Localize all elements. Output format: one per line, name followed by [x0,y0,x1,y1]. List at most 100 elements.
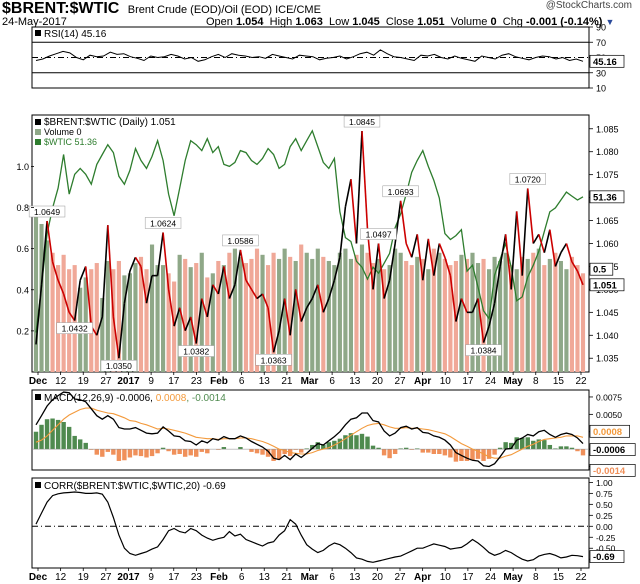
volume-bar [282,248,287,372]
volume-bar [409,265,414,372]
ratio-line-segment [162,232,170,290]
price-x-label: 6 [329,376,335,387]
volume-bar [558,260,563,372]
ratio-line-segment [455,298,463,322]
corr-x-label: 13 [349,572,361,583]
ratio-line-segment [526,188,535,244]
macd-histogram-bar [381,449,387,456]
volume-bar [144,269,149,372]
corr-x-label: 23 [191,572,203,583]
symbol[interactable]: $BRENT:$WTIC [2,0,120,17]
price-x-label: 12 [55,376,67,387]
volume-bar [359,244,365,372]
macd-histogram-bar [61,422,66,450]
volume-bar [166,273,171,372]
price-legend-swatch [35,139,41,145]
volume-bar [105,260,110,372]
macd-histogram-bar [514,437,519,450]
macd-histogram-bar [326,442,332,450]
volume-bar [221,265,226,372]
ratio-line-segment [444,257,452,276]
ratio-line-segment [532,233,540,244]
ratio-line-segment [167,289,175,327]
macd-histogram-bar [558,446,564,450]
price-annotation-box [343,115,381,128]
corr-x-label: 19 [78,572,90,583]
corr-axis-tick-label: 0.00 [596,522,613,532]
ratio-line-segment [322,298,330,313]
price-annotation-box [382,185,419,198]
ratio-line-segment [123,270,131,304]
ratio-line-segment [554,252,562,267]
price-annotation-box [144,217,182,229]
header-date: 24-May-2017 [2,16,67,28]
ratio-line-segment [333,257,341,281]
ratio-line-segment [267,307,275,353]
ratio-line-segment [278,298,286,331]
corr-x-label: 12 [55,572,67,583]
volume-bar [376,258,381,372]
ratio-line-segment [350,179,358,244]
ratio-line-segment [294,289,303,322]
corr-x-label: 17 [168,572,180,583]
corr-legend-swatch [35,482,41,488]
ratio-line-segment [306,298,313,309]
macd-panel-frame [31,389,590,471]
macd-histogram-bar [116,449,122,461]
volume-bar [442,258,447,372]
symbol-description: Brent Crude (EOD)/Oil (EOD) ICE/CME [127,4,321,16]
macd-histogram-bar [492,449,497,455]
macd-histogram-bar [497,447,503,450]
ratio-line-segment [84,266,93,327]
ratio-line-segment [195,298,203,344]
ratio-line-segment [410,234,419,258]
macd-histogram-bar [127,449,133,458]
volume-bar [56,265,61,372]
ratio-line-segment [35,284,43,345]
macd-histogram-bar [503,442,508,450]
volume-bar [238,256,243,372]
macd-last-value: -0.0006 [593,445,625,456]
macd-histogram-bar [437,449,442,454]
volume-bar [33,211,39,372]
macd-histogram-bar [144,449,149,458]
price-axis-tick-label: 1.075 [596,170,619,180]
volume-bar [194,263,199,372]
macd-histogram-bar [216,449,221,450]
price-legend-entry: $WTIC 51.36 [44,137,97,147]
price-annotation-box [56,322,93,334]
corr-panel-frame [31,477,590,569]
rsi-legend-swatch [35,30,41,36]
rsi-axis-tick-label: 10 [596,84,606,94]
corr-last-value: -0.69 [593,552,615,563]
ratio-line-segment [493,266,501,304]
ratio-line-segment [217,266,225,295]
ratio-line-segment [339,206,347,258]
rsi-last-value-box [589,54,625,68]
price-x-label: 8 [533,376,539,387]
volume-bar [172,281,177,372]
macd-histogram-bar [50,418,55,450]
macd-histogram-bar [155,449,160,454]
corr-x-label: 8 [533,572,539,583]
wtic-line [35,129,584,333]
macd-histogram-bar [72,435,77,450]
volume-bar [536,248,541,372]
macd-signal-last-value-box [589,424,630,438]
macd-histogram-bar [481,449,486,461]
price-x-label: 23 [191,376,203,387]
volume-bar [127,273,133,372]
volume-last-value-box [589,262,614,276]
volume-value: 0 [490,16,497,28]
volume-bar [199,252,204,372]
ratio-line-segment [57,279,65,295]
volume-bar [216,260,221,372]
corr-axis-tick-label: -0.25 [596,533,616,543]
corr-last-value-box [589,550,625,563]
chg-dropdown-icon[interactable]: ▼ [605,17,615,27]
volume-bar [116,260,121,372]
ratio-line-segment [283,298,291,336]
volume-bar [481,258,486,372]
ratio-line-segment [300,307,308,322]
volume-bar [459,254,464,372]
